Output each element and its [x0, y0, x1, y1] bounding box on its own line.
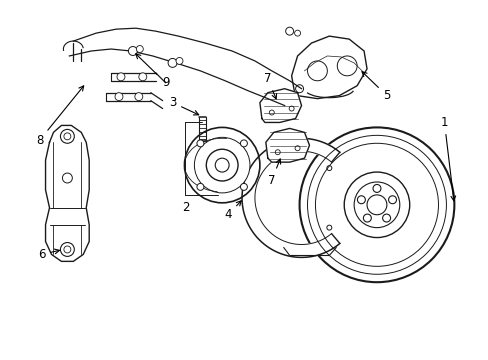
Circle shape — [357, 196, 365, 204]
Circle shape — [240, 183, 247, 190]
Circle shape — [206, 149, 238, 181]
Circle shape — [363, 214, 370, 222]
Circle shape — [115, 93, 122, 100]
Text: 4: 4 — [224, 201, 241, 221]
Text: 7: 7 — [264, 72, 276, 99]
Circle shape — [388, 196, 396, 204]
Polygon shape — [242, 138, 339, 257]
Circle shape — [61, 129, 74, 143]
Circle shape — [353, 182, 399, 228]
Polygon shape — [265, 129, 309, 162]
Text: 7: 7 — [267, 159, 280, 186]
Circle shape — [184, 127, 259, 203]
Circle shape — [315, 143, 438, 266]
Circle shape — [64, 133, 71, 140]
Text: 9: 9 — [136, 54, 169, 89]
Circle shape — [240, 140, 247, 147]
Circle shape — [382, 214, 390, 222]
Polygon shape — [291, 36, 366, 99]
Circle shape — [299, 127, 453, 282]
Circle shape — [176, 58, 183, 64]
Text: 1: 1 — [440, 116, 455, 201]
Text: 5: 5 — [361, 72, 390, 102]
Circle shape — [135, 93, 142, 100]
Circle shape — [372, 184, 380, 192]
Polygon shape — [259, 89, 301, 122]
Circle shape — [337, 56, 356, 76]
Text: 8: 8 — [36, 86, 83, 147]
Circle shape — [64, 246, 71, 253]
Circle shape — [194, 137, 249, 193]
Circle shape — [197, 183, 203, 190]
Text: 6: 6 — [38, 248, 60, 261]
Circle shape — [136, 46, 143, 53]
Polygon shape — [45, 125, 89, 261]
Circle shape — [197, 140, 203, 147]
Circle shape — [215, 158, 229, 172]
Circle shape — [307, 61, 326, 81]
Circle shape — [344, 172, 409, 238]
Text: 3: 3 — [168, 96, 198, 115]
Circle shape — [117, 73, 124, 81]
Circle shape — [62, 173, 72, 183]
Circle shape — [128, 46, 137, 55]
Circle shape — [61, 243, 74, 256]
Text: 2: 2 — [182, 201, 189, 214]
Circle shape — [366, 195, 386, 215]
Circle shape — [307, 135, 446, 274]
Circle shape — [168, 58, 177, 67]
Circle shape — [139, 73, 146, 81]
